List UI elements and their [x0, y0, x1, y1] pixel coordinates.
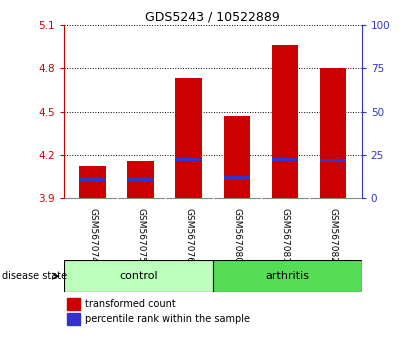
Title: GDS5243 / 10522889: GDS5243 / 10522889	[145, 11, 280, 24]
Text: GSM567081: GSM567081	[280, 207, 289, 263]
Bar	[272, 45, 298, 198]
Text: transformed count: transformed count	[85, 299, 175, 309]
Bar	[320, 159, 346, 162]
Bar	[320, 68, 346, 198]
Text: arthritis: arthritis	[265, 271, 309, 281]
Text: GSM567075: GSM567075	[136, 207, 145, 263]
Text: disease state: disease state	[2, 271, 67, 281]
Bar	[175, 78, 202, 198]
Bar	[64, 260, 213, 292]
Bar	[67, 313, 80, 325]
Bar	[272, 158, 298, 161]
Bar	[224, 116, 250, 198]
Text: control: control	[119, 271, 157, 281]
Text: GSM567082: GSM567082	[328, 207, 337, 262]
Text: percentile rank within the sample: percentile rank within the sample	[85, 314, 249, 324]
Bar	[67, 298, 80, 310]
Text: GSM567080: GSM567080	[232, 207, 241, 263]
Bar	[224, 176, 250, 179]
Bar	[79, 166, 106, 198]
Bar	[175, 158, 202, 161]
Bar	[213, 260, 362, 292]
Bar	[127, 161, 154, 198]
Text: GSM567076: GSM567076	[184, 207, 193, 263]
Bar	[79, 178, 106, 181]
Text: GSM567074: GSM567074	[88, 207, 97, 262]
Bar	[127, 178, 154, 181]
